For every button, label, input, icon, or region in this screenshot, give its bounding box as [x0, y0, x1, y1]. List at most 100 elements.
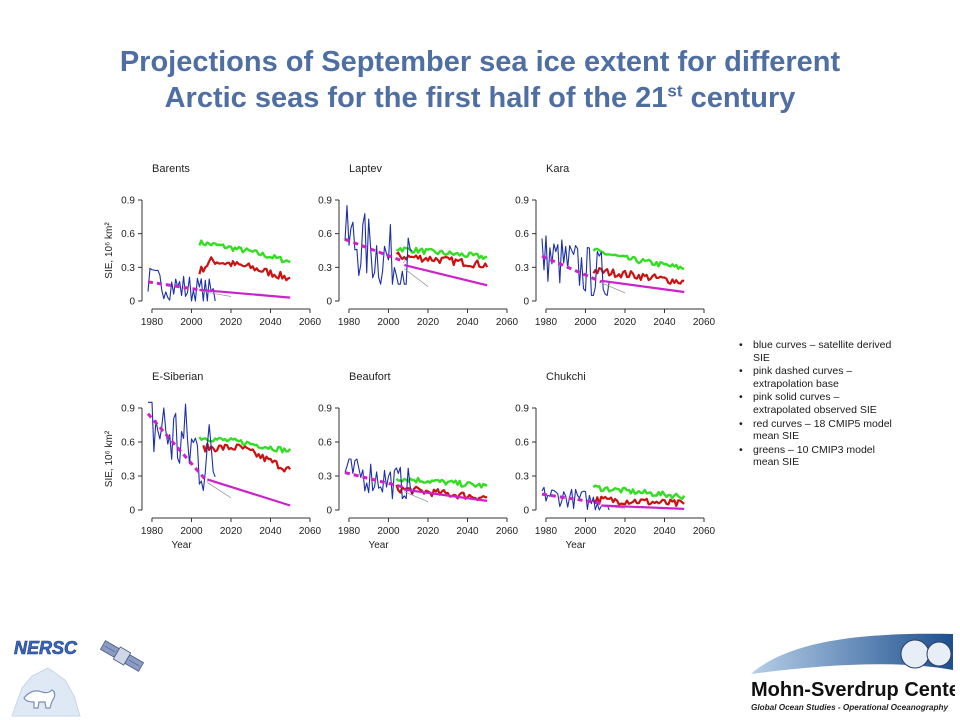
gray-series-line: [601, 282, 626, 294]
x-tick-label: 1980: [535, 317, 558, 328]
legend-item: • greens – 10 CMIP3 model mean SIE: [737, 444, 897, 469]
x-tick-label: 2000: [180, 317, 203, 328]
gray-series-line: [404, 268, 429, 287]
center-name: Mohn-Sverdrup Center: [751, 679, 955, 701]
chart-title: Laptev: [349, 163, 383, 175]
chart-title: Beaufort: [349, 371, 391, 383]
title-superscript: st: [667, 81, 683, 101]
y-tick-label: 0: [326, 506, 332, 517]
y-tick-label: 0.6: [318, 438, 332, 449]
x-tick-label: 2060: [693, 526, 716, 537]
portrait-icon: [900, 639, 930, 669]
y-axis-label: SIE, 10⁶ km²: [104, 430, 115, 487]
chart-panel: E-Siberian 0 0.3 0.6 0.9 1980 2000 2020 2040 2060…: [104, 371, 322, 551]
satellite-series-line: [344, 458, 413, 500]
x-tick-label: 2000: [377, 526, 400, 537]
x-tick-label: 2000: [180, 526, 203, 537]
x-tick-label: 1980: [338, 317, 361, 328]
legend-item: • pink solid curves – extrapolated observ…: [737, 391, 897, 416]
x-tick-label: 2020: [220, 317, 243, 328]
x-tick-label: 2020: [220, 526, 243, 537]
satellite-series-line: [147, 267, 216, 302]
x-tick-label: 1980: [141, 526, 164, 537]
legend-text: blue curves – satellite derived SIE: [753, 339, 892, 364]
cmip5-series-line: [592, 267, 685, 285]
chart-title: E-Siberian: [152, 371, 203, 383]
y-tick-label: 0: [523, 297, 529, 308]
x-tick-label: 2060: [693, 317, 716, 328]
extrapolation-base-line: [146, 412, 209, 483]
legend-text: greens – 10 CMIP3 model mean SIE: [753, 443, 875, 469]
legend-item: • blue curves – satellite derived SIE: [737, 339, 897, 364]
gray-series-line: [404, 491, 429, 503]
x-tick-label: 2020: [614, 526, 637, 537]
x-tick-label: 2060: [496, 317, 519, 328]
legend: • blue curves – satellite derived SIE • pi…: [737, 339, 897, 470]
x-tick-label: 1980: [338, 526, 361, 537]
y-tick-label: 0: [523, 506, 529, 517]
portrait-icon: [926, 641, 952, 667]
cmip5-series-line: [395, 251, 489, 269]
chart-title: Chukchi: [546, 371, 586, 383]
y-tick-label: 0.6: [515, 438, 529, 449]
satellite-series-line: [541, 235, 610, 296]
y-tick-label: 0: [129, 297, 135, 308]
x-axis-label: Year: [171, 540, 192, 551]
nersc-text: NERSC: [14, 638, 78, 658]
x-tick-label: 2060: [299, 317, 322, 328]
extrapolated-series-line: [206, 478, 291, 507]
chart-title: Barents: [152, 163, 190, 175]
x-tick-label: 2040: [456, 317, 479, 328]
chart-panel: Barents 0 0.3 0.6 0.9 1980 2000 2020 2040 2060 SIE…: [104, 163, 322, 328]
y-tick-label: 0.9: [121, 196, 135, 207]
extrapolated-series-line: [601, 279, 685, 294]
bullet-icon: •: [739, 365, 743, 378]
extrapolation-base-line: [541, 492, 602, 505]
y-tick-label: 0.3: [318, 263, 332, 274]
x-tick-label: 2020: [614, 317, 637, 328]
y-tick-label: 0.3: [121, 263, 135, 274]
title-line-2: Arctic seas for the first half of the 21: [164, 82, 668, 114]
mohn-sverdrup-logo: Mohn-Sverdrup Center Global Ocean Studie…: [751, 633, 955, 712]
satellite-icon: [99, 640, 145, 672]
x-axis-label: Year: [565, 540, 586, 551]
polar-bear-icon: [23, 689, 56, 709]
satellite-series-line: [541, 486, 610, 511]
chart-panel: Laptev 0 0.3 0.6 0.9 1980 2000 2020 2040 2060: [318, 163, 518, 328]
x-tick-label: 2000: [574, 526, 597, 537]
nersc-logo: NERSC: [11, 638, 145, 717]
y-tick-label: 0.6: [121, 229, 135, 240]
y-tick-label: 0: [326, 297, 332, 308]
legend-text: pink solid curves – extrapolated observe…: [753, 391, 877, 416]
y-tick-label: 0.3: [121, 472, 135, 483]
chart-panel: Chukchi 0 0.3 0.6 0.9 1980 2000 2020 2040 2060 Yea…: [515, 371, 715, 551]
bullet-icon: •: [739, 339, 743, 351]
x-tick-label: 2000: [377, 317, 400, 328]
x-tick-label: 2040: [259, 526, 282, 537]
y-tick-label: 0.9: [121, 404, 135, 415]
y-tick-label: 0.3: [515, 263, 529, 274]
satellite-series-line: [148, 401, 216, 492]
y-tick-label: 0.6: [515, 229, 529, 240]
swoosh-shape: [751, 633, 953, 674]
cmip3-series-line: [592, 484, 686, 500]
x-tick-label: 2040: [259, 317, 282, 328]
cmip5-series-line: [202, 442, 292, 473]
center-subtitle: Global Ocean Studies - Operational Ocean…: [751, 703, 948, 712]
x-axis-label: Year: [368, 540, 389, 551]
gray-series-line: [207, 482, 232, 499]
y-tick-label: 0.3: [515, 472, 529, 483]
extrapolation-base-line: [147, 280, 200, 292]
extrapolation-base-line: [344, 237, 405, 264]
legend-item: • pink dashed curves – extrapolation base: [737, 365, 897, 390]
bullet-icon: •: [739, 391, 743, 404]
cmip3-series-line: [592, 247, 685, 271]
extrapolated-series-line: [404, 488, 488, 502]
x-tick-label: 2020: [417, 317, 440, 328]
x-tick-label: 2000: [574, 317, 597, 328]
y-tick-label: 0.6: [318, 229, 332, 240]
y-tick-label: 0.9: [318, 196, 332, 207]
x-tick-label: 2040: [653, 526, 676, 537]
x-tick-label: 1980: [535, 526, 558, 537]
y-tick-label: 0: [129, 506, 135, 517]
